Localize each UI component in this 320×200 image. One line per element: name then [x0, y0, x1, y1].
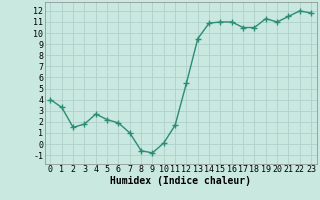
- X-axis label: Humidex (Indice chaleur): Humidex (Indice chaleur): [110, 176, 251, 186]
